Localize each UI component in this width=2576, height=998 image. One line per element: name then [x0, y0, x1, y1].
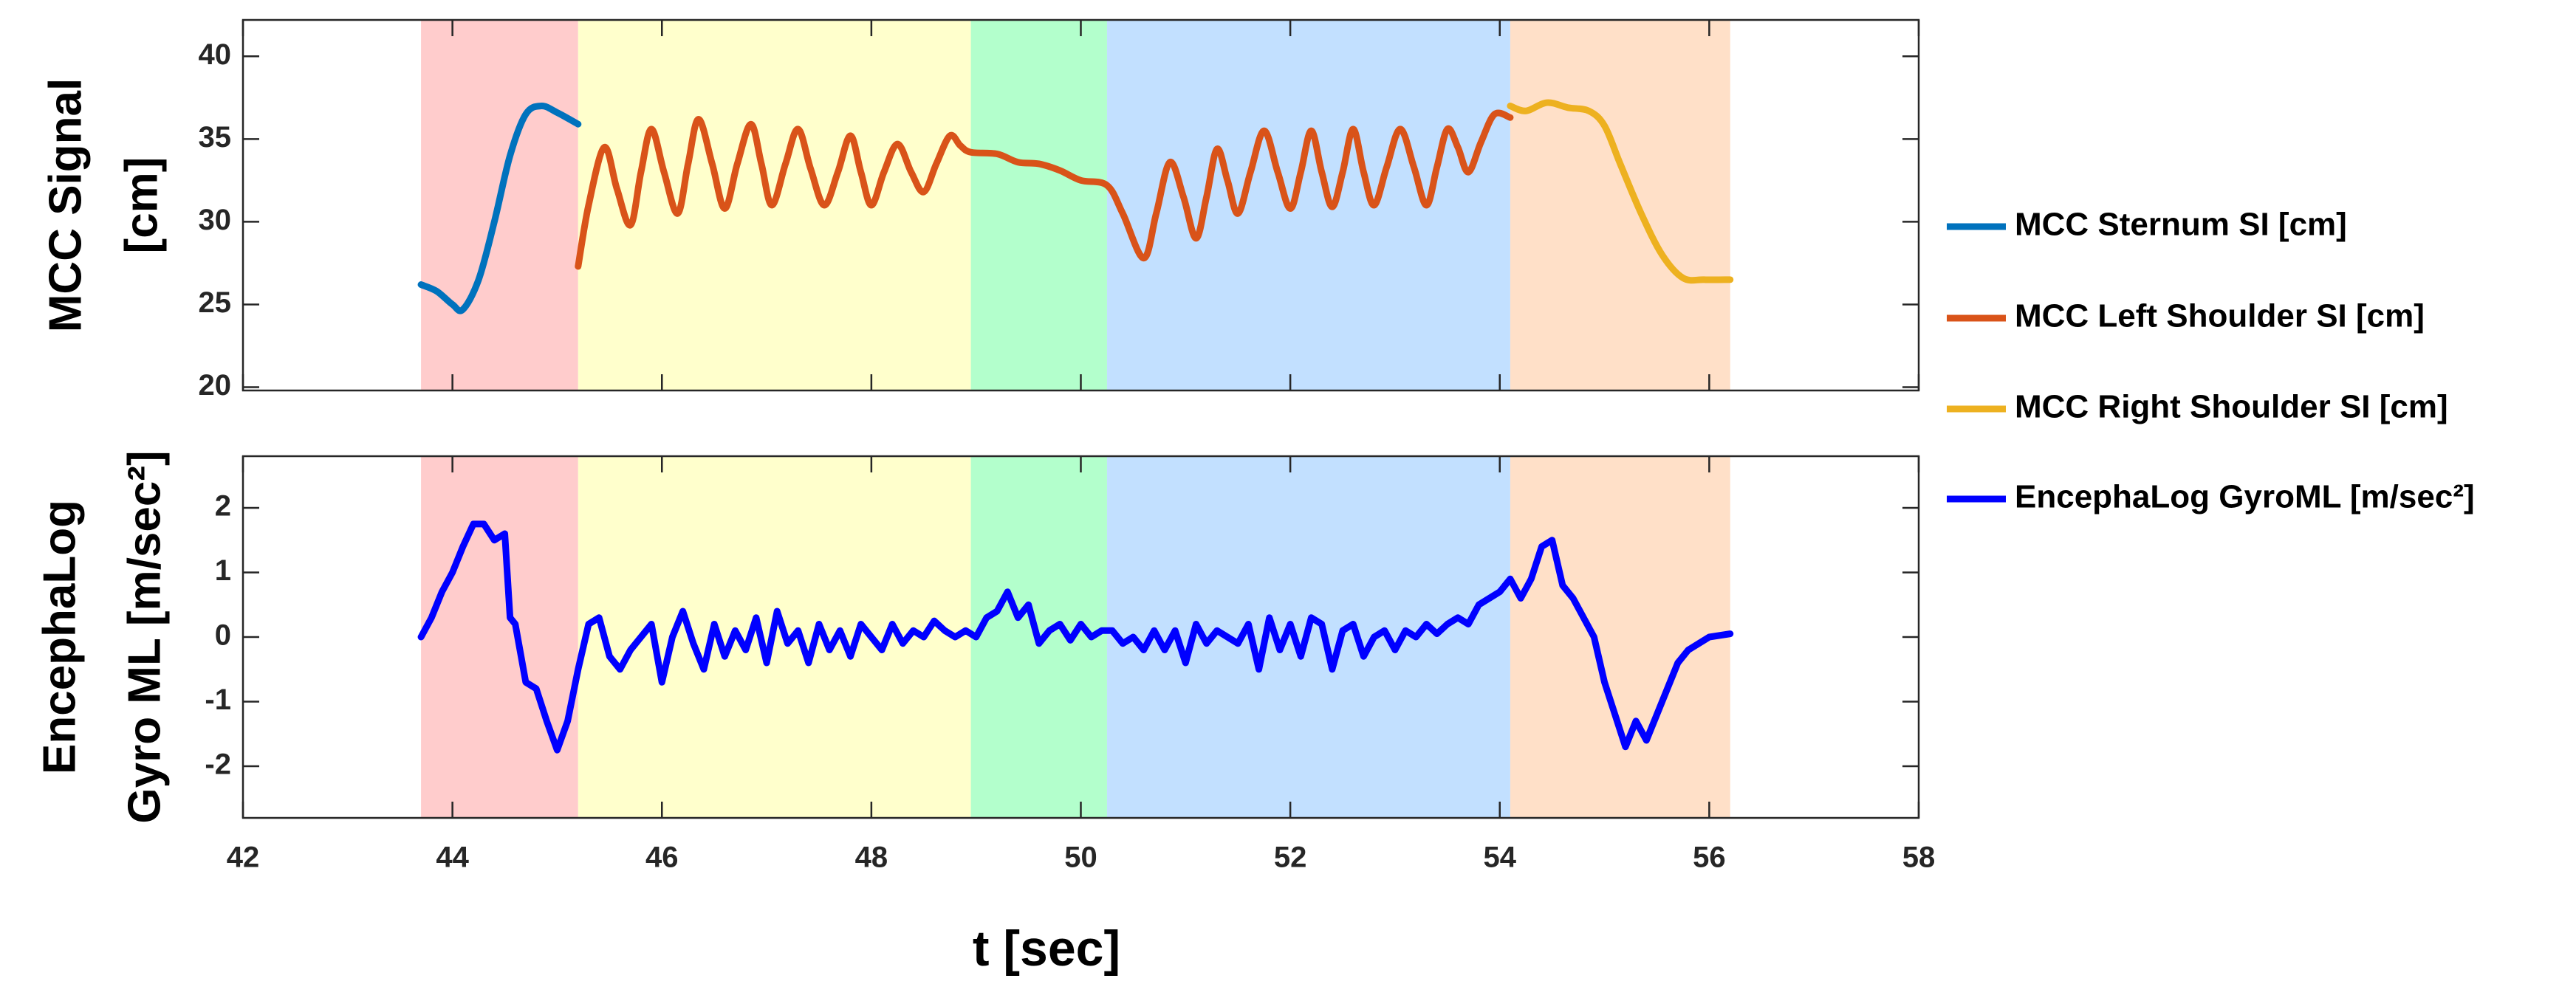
- y-tick-label: 40: [199, 38, 232, 71]
- x-tick-label: 44: [436, 842, 469, 874]
- y-tick-label: 0: [215, 619, 231, 652]
- x-tick-label: 46: [645, 842, 679, 874]
- x-tick-label: 48: [855, 842, 888, 874]
- series-line: [575, 109, 1514, 270]
- y-tick-label: 30: [199, 204, 232, 236]
- phase-band: [970, 20, 1107, 390]
- y-tick-label: 2: [215, 490, 231, 523]
- x-tick-label: 58: [1902, 842, 1936, 874]
- y-axis-label: MCC Signal: [40, 78, 91, 332]
- y-tick-label: 1: [215, 554, 231, 587]
- y-tick-label: 35: [199, 121, 232, 154]
- y-tick-label: 25: [199, 286, 232, 319]
- phase-band: [421, 456, 578, 818]
- y-tick-label: 20: [199, 369, 232, 402]
- legend-label: MCC Left Shoulder SI [cm]: [2015, 298, 2425, 334]
- y-axis-label: [cm]: [116, 157, 167, 254]
- x-tick-label: 50: [1064, 842, 1097, 874]
- series-line: [1507, 99, 1734, 284]
- legend-label: MCC Right Shoulder SI [cm]: [2015, 389, 2448, 425]
- phase-band: [1510, 20, 1730, 390]
- y-tick-label: -1: [205, 684, 231, 716]
- series-line: [417, 103, 582, 314]
- y-axis-label: EncephaLog: [34, 500, 85, 774]
- legend-label: EncephaLog GyroML [m/sec²]: [2015, 479, 2475, 515]
- x-tick-label: 56: [1693, 842, 1726, 874]
- y-tick-label: -2: [205, 748, 231, 781]
- series-line: [417, 520, 1734, 754]
- x-tick-label: 42: [227, 842, 260, 874]
- x-tick-label: 52: [1274, 842, 1307, 874]
- phase-band: [1106, 20, 1510, 390]
- y-axis-label: Gyro ML [m/sec²]: [119, 450, 170, 823]
- x-tick-label: 54: [1484, 842, 1517, 874]
- legend-label: MCC Sternum SI [cm]: [2015, 207, 2347, 243]
- x-axis-label: t [sec]: [973, 920, 1120, 977]
- phase-band: [1510, 456, 1730, 818]
